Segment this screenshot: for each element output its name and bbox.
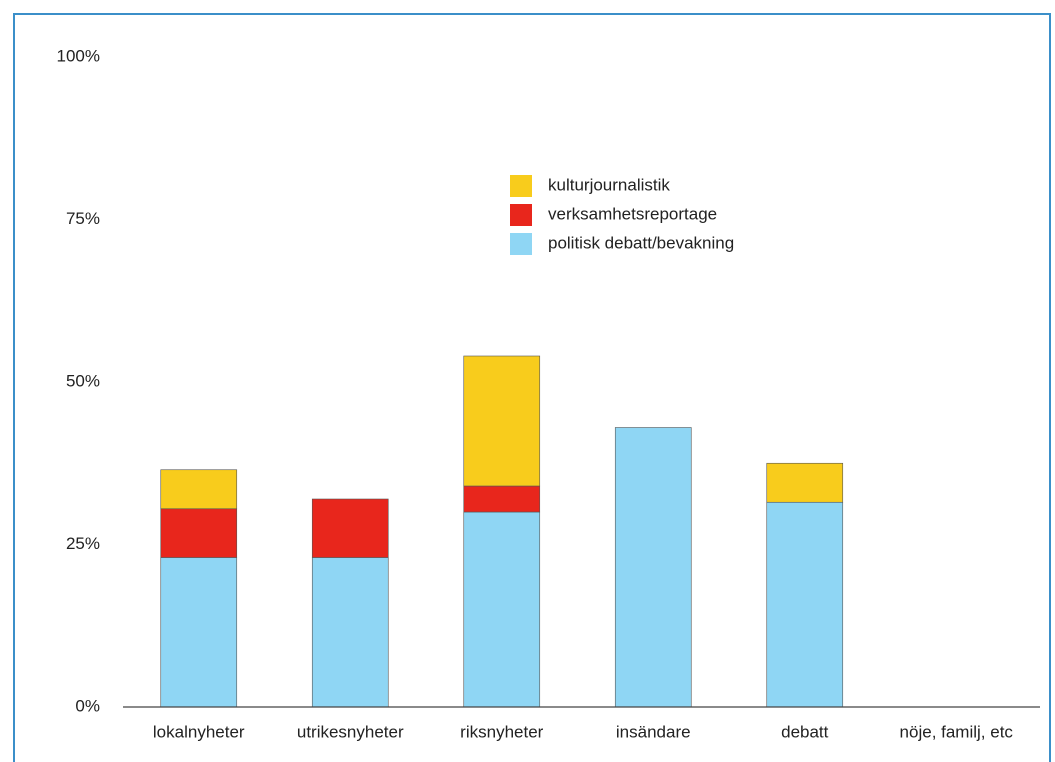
legend-swatch: [510, 204, 532, 226]
bar-segment: [766, 462, 844, 503]
legend-label: kulturjournalistik: [548, 175, 670, 194]
bar-segment: [463, 355, 541, 487]
x-tick-label: nöje, familj, etc: [900, 722, 1014, 741]
legend-swatch: [510, 175, 532, 197]
bar-segment: [311, 557, 389, 708]
y-tick-label: 0%: [75, 696, 100, 715]
frame: [13, 13, 1051, 762]
x-tick-label: insändare: [616, 722, 691, 741]
legend-label: politisk debatt/bevakning: [548, 233, 734, 252]
x-tick-label: riksnyheter: [460, 722, 543, 741]
bar-segment: [463, 485, 541, 513]
bar-segment: [311, 498, 389, 558]
y-tick-label: 50%: [66, 371, 100, 390]
x-tick-label: debatt: [781, 722, 829, 741]
legend-label: verksamhetsreportage: [548, 204, 717, 223]
y-tick-label: 100%: [57, 46, 100, 65]
bar-segment: [160, 508, 238, 558]
bar-segment: [614, 427, 692, 708]
bar-segment: [160, 469, 238, 510]
y-tick-label: 25%: [66, 534, 100, 553]
y-tick-label: 75%: [66, 209, 100, 228]
bar-segment: [766, 501, 844, 708]
legend-swatch: [510, 233, 532, 255]
bar-segment: [160, 557, 238, 708]
x-tick-label: utrikesnyheter: [297, 722, 404, 741]
bar-segment: [463, 511, 541, 708]
x-tick-label: lokalnyheter: [153, 722, 245, 741]
